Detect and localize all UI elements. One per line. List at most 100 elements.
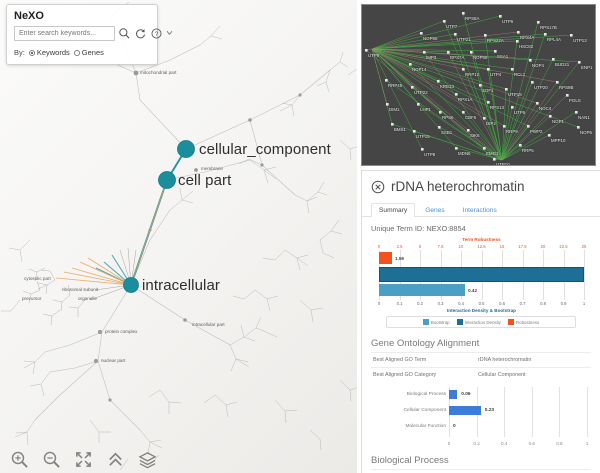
gene-node-label[interactable]: RPS1A <box>458 97 473 102</box>
help-icon[interactable]: ? <box>150 27 163 40</box>
radio-keywords-label: Keywords <box>36 48 70 57</box>
gene-node-label[interactable]: UTP4 <box>490 72 502 77</box>
gene-node-label[interactable]: RPS8A <box>465 16 480 21</box>
gene-node-label[interactable]: SIK6 <box>470 133 480 138</box>
search-icon[interactable] <box>118 27 131 40</box>
chart2-bar-value: 0.23 <box>484 408 495 413</box>
gene-node-label[interactable]: UTP10 <box>496 162 510 166</box>
gene-node-label[interactable]: IMP3 <box>426 55 437 60</box>
gene-network-graph[interactable] <box>362 5 596 166</box>
gene-node-label[interactable]: UTP18 <box>508 92 522 97</box>
gene-node-label[interactable]: DIP2 <box>486 121 496 126</box>
gene-node-label[interactable]: SSA1 <box>497 54 509 59</box>
gene-node-label[interactable]: KRE33 <box>440 84 454 89</box>
gene-node-label[interactable]: UTP6 <box>502 19 514 24</box>
go-alignment-title: Gene Ontology Alignment <box>371 338 480 349</box>
gene-node-label[interactable]: NOP6 <box>580 130 592 135</box>
gene-node-label[interactable]: RPS13 <box>490 105 504 110</box>
gene-node-label[interactable]: RRP5 <box>522 148 534 153</box>
gene-node-label[interactable]: RPS4A <box>520 35 535 40</box>
gene-node-label[interactable]: EMG1 <box>486 151 499 156</box>
tab-genes[interactable]: Genes <box>425 207 445 214</box>
gene-node-label[interactable]: RRP12 <box>465 72 480 77</box>
gene-node-label[interactable]: RPL4A <box>547 37 561 42</box>
gene-node-label[interactable]: RRP9 <box>506 129 518 134</box>
layers-icon[interactable] <box>138 450 157 469</box>
gene-node-label[interactable]: UTP20 <box>534 85 548 90</box>
node-label-organelle[interactable]: organelle <box>78 296 97 301</box>
close-circle-icon[interactable] <box>371 180 385 194</box>
gene-node-label[interactable]: NOP14 <box>412 67 427 72</box>
node-label-nuclear-part[interactable]: nuclear part <box>101 358 126 363</box>
gene-node-label[interactable]: PWP2 <box>530 129 543 134</box>
gene-node-label[interactable]: RRP45 <box>388 83 403 88</box>
chart1-top-tick: 5 <box>418 244 422 249</box>
ontology-tree-graph[interactable] <box>0 0 357 473</box>
gene-node-label[interactable]: UTP21 <box>457 37 471 42</box>
gene-node-label[interactable]: POLS <box>569 98 581 103</box>
refresh-icon[interactable] <box>134 27 147 40</box>
gene-node-label[interactable]: LHP1 <box>420 107 431 112</box>
double-chevron-up-icon[interactable] <box>106 450 125 469</box>
node-label-intracellular[interactable]: intracellular <box>142 277 220 294</box>
chart2-xtick: 0.6 <box>528 441 535 446</box>
chevron-down-icon[interactable] <box>166 27 173 40</box>
node-label-cellular-component[interactable]: cellular_component <box>199 141 331 158</box>
search-panel[interactable]: NeXO ? By: Keywor <box>6 4 173 65</box>
node-label-intracellular-part[interactable]: intracellular part <box>192 322 225 327</box>
gene-node-label[interactable]: HSC82 <box>519 44 534 49</box>
gene-node-label[interactable]: NOP4 <box>532 63 544 68</box>
zoom-in-icon[interactable] <box>10 450 29 469</box>
gene-node-label[interactable]: BMS1 <box>394 127 406 132</box>
gene-node-label[interactable]: RCL1 <box>514 72 526 77</box>
gene-node-label[interactable]: UTP8 <box>424 152 436 157</box>
gene-node-label[interactable]: RPS17B <box>540 25 557 30</box>
gene-node-label[interactable]: NOC4 <box>539 106 552 111</box>
gene-node-label[interactable]: NOP1 <box>552 119 564 124</box>
zoom-out-icon[interactable] <box>42 450 61 469</box>
legend-bootstrap: Bootstrap <box>422 319 450 325</box>
chart1-top-tick: 17.5 <box>518 244 527 249</box>
go-value-term: rDNA heterochromatin <box>478 357 532 363</box>
gene-node-label[interactable]: RPS22A <box>487 38 504 43</box>
radio-genes[interactable]: Genes <box>73 48 104 57</box>
gene-node-label[interactable]: SOF1 <box>482 88 494 93</box>
gene-node-label[interactable]: UTP13 <box>573 38 587 43</box>
node-label-cell-part[interactable]: cell part <box>178 172 232 189</box>
fit-screen-icon[interactable] <box>74 450 93 469</box>
gene-node-label[interactable]: RPS7A <box>450 55 465 60</box>
gene-node-label[interactable]: MDN5 <box>458 151 471 156</box>
gene-node-label[interactable]: BUD21 <box>555 62 570 67</box>
gene-node-label[interactable]: UTP22 <box>414 90 428 95</box>
gene-node-label[interactable]: UTP5 <box>514 110 526 115</box>
node-label-membrane[interactable]: membrane <box>201 166 223 171</box>
gene-node-label[interactable]: NOP56 <box>423 36 438 41</box>
search-input[interactable] <box>14 26 115 41</box>
gene-node-label[interactable]: UTP7 <box>446 24 458 29</box>
gene-node-label[interactable]: RPS6 <box>442 115 454 120</box>
page-title: rDNA heterochromatin <box>391 179 525 194</box>
node-label-mitochondrial-part[interactable]: mitochondrial part <box>140 70 177 75</box>
gene-network-view[interactable]: UTP9 RPS8A UTP6 UTP7 NOP56 RPS17B UTP21 RPS22A R… <box>361 4 596 166</box>
gene-node-label[interactable]: RPS9B <box>559 85 574 90</box>
ontology-tree-view[interactable]: cellular_component cell part intracellul… <box>0 0 357 473</box>
gene-node-label[interactable]: NAN1 <box>578 115 590 120</box>
node-label-precursor[interactable]: precursor <box>22 296 42 301</box>
gene-node-label[interactable]: MPP10 <box>551 138 566 143</box>
node-label-ribosomal-subunit[interactable]: ribosomal subunit <box>62 287 99 292</box>
gene-node-label[interactable]: UTP9 <box>368 53 380 58</box>
tab-interactions[interactable]: Interactions <box>462 207 497 214</box>
gene-node-label[interactable]: NOP58 <box>473 55 488 60</box>
radio-genes-dot <box>73 49 80 56</box>
tab-summary[interactable]: Summary <box>371 203 416 217</box>
chart1-bottom-tick: 0.8 <box>540 301 546 306</box>
term-info-panel[interactable]: rDNA heterochromatin Summary Genes Inter… <box>361 170 600 473</box>
gene-node-label[interactable]: ENP1 <box>581 65 593 70</box>
gene-node-label[interactable]: CBF5 <box>465 115 477 120</box>
gene-node-label[interactable]: DIM1 <box>389 107 400 112</box>
gene-node-label[interactable]: UTP15 <box>416 134 430 139</box>
node-label-protein-complex[interactable]: protein complex <box>105 329 138 334</box>
gene-node-label[interactable]: SSB1 <box>441 130 453 135</box>
node-label-cytosolic-part[interactable]: cytosolic part <box>24 276 51 281</box>
radio-keywords[interactable]: Keywords <box>28 48 70 57</box>
